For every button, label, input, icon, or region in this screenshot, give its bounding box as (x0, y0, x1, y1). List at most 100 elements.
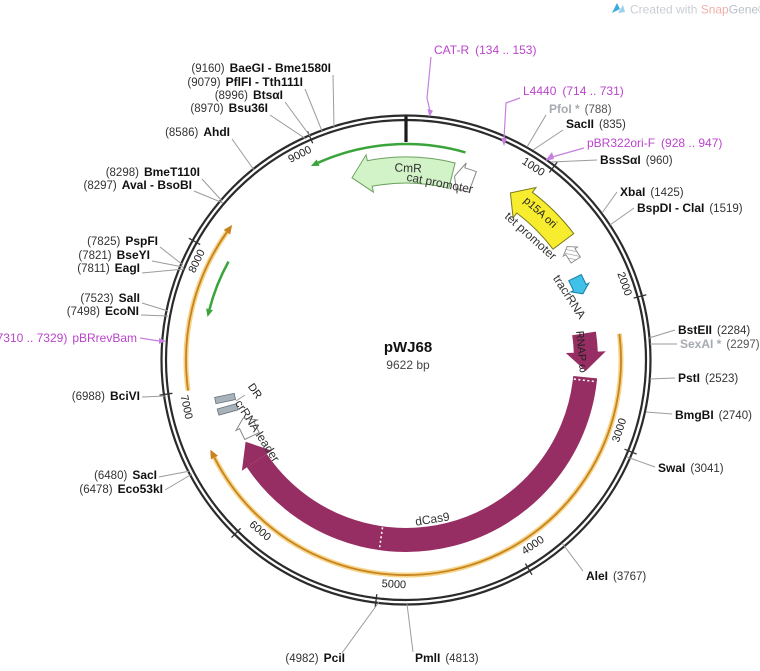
primer-name: pBRrevBam (72, 331, 137, 345)
feature-separators (378, 378, 596, 550)
enzyme-name: BciVI (110, 389, 140, 403)
site-value: (4982) (285, 653, 318, 665)
enzyme-label-pspfi: (7825) PspFI (87, 234, 184, 266)
svg-text:(8298)BmeT110I: (8298) BmeT110I (106, 165, 200, 179)
svg-text:(7523)SalI: (7523) SalI (80, 291, 140, 305)
enzyme-name: AvaI - BsoBI (122, 178, 192, 192)
plasmid-name: pWJ68 (384, 339, 432, 356)
enzyme-name: PstI (678, 371, 700, 385)
svg-text:(7498)EcoNI: (7498) EcoNI (67, 304, 139, 318)
svg-text:PmlI(4813): PmlI (4813) (415, 651, 479, 665)
tick-label-7000: 7000 (178, 394, 195, 420)
enzyme-label-bsssai: BssSαI (960) (550, 153, 673, 167)
svg-text:(9160)BaeGI - Bme1580I: (9160) BaeGI - Bme1580I (191, 61, 331, 75)
dcas9-band (246, 376, 598, 552)
enzyme-label-swai: SwaI (3041) (626, 456, 724, 475)
primer-arrowhead (501, 138, 507, 146)
site-value: (8996) (215, 90, 248, 102)
site-value: (7523) (80, 293, 113, 305)
enzyme-name: SacI (132, 468, 157, 482)
svg-text:pBR322ori-F(928 .. 947): pBR322ori-F (928 .. 947) (587, 136, 722, 150)
enzyme-name: AhdI (203, 125, 230, 139)
site-value: (2523) (705, 373, 738, 385)
site-value: (960) (646, 155, 673, 167)
site-value: (3767) (613, 571, 646, 583)
site-value: (6478) (79, 484, 112, 496)
primer-label-pbr322orif: pBR322ori-F (928 .. 947) (545, 136, 722, 161)
enzyme-name: SexAI * (680, 337, 722, 351)
site-value: (7811) (77, 263, 110, 275)
enzyme-label-alei: AleI (3767) (561, 542, 646, 583)
tet-promoter-arrow (562, 246, 582, 264)
site-value: (8970) (190, 103, 223, 115)
site-value: (1425) (650, 187, 683, 199)
primer-label-catr: CAT-R (134 .. 153) (426, 43, 536, 117)
enzyme-label-bcivi: (6988) BciVI (72, 389, 167, 403)
enzyme-name: BmeT110I (144, 165, 200, 179)
enzyme-label-econi: (7498) EcoNI (67, 304, 169, 318)
svg-text:SwaI(3041): SwaI (3041) (658, 461, 724, 475)
site-value: (3041) (690, 463, 723, 475)
svg-text:(7310 .. 7329)pBRrevBam: (7310 .. 7329) pBRrevBam (0, 331, 137, 345)
svg-text:BspDI - ClaI(1519): BspDI - ClaI (1519) (637, 201, 743, 215)
site-value: (6988) (72, 391, 105, 403)
svg-text:BmgBI(2740): BmgBI (2740) (675, 408, 752, 422)
enzyme-name: PciI (324, 651, 345, 665)
enzyme-label-sexai: SexAI * (2297) (650, 337, 760, 351)
primer-name: CAT-R (434, 43, 469, 57)
enzyme-label-bseyi: (7821) BseYI (78, 248, 184, 268)
rnap-omega-label: RNAP ω (573, 330, 589, 373)
enzyme-label-bmgbi: BmgBI (2740) (645, 408, 752, 422)
enzyme-name: BaeGI - Bme1580I (230, 61, 331, 75)
enzyme-label-sacii: SacII (835) (532, 117, 626, 151)
orf-arrow-green-left (206, 260, 230, 317)
svg-text:(6988)BciVI: (6988) BciVI (72, 389, 140, 403)
enzyme-label-psti: PstI (2523) (649, 371, 738, 385)
backbone-outer-ring (160, 114, 652, 606)
enzyme-name: PmlI (415, 651, 440, 665)
site-value: (7825) (87, 236, 120, 248)
enzyme-label-eagi: (7811) EagI (77, 261, 185, 275)
site-value: (788) (585, 104, 612, 116)
enzyme-name: SwaI (658, 461, 685, 475)
dcas9-label: dCas9 (414, 509, 451, 528)
svg-text:(8297)AvaI - BsoBI: (8297) AvaI - BsoBI (84, 178, 193, 192)
svg-text:(8970)Bsu36I: (8970) Bsu36I (190, 101, 268, 115)
svg-text:BssSαI(960): BssSαI (960) (600, 153, 673, 167)
enzyme-name: BtsαI (253, 88, 283, 102)
enzyme-name: SacII (566, 117, 594, 131)
primer-label-pbrrevbam: (7310 .. 7329) pBRrevBam (0, 331, 166, 345)
enzyme-label-bspdi: BspDI - ClaI (1519) (609, 201, 743, 226)
enzyme-label-eco53ki: (6478) Eco53kI (79, 473, 193, 496)
orf-arc-orange-dcas9 (210, 333, 624, 578)
enzyme-label-baegi: (9160) BaeGI - Bme1580I (191, 61, 335, 128)
svg-text:PfoI *(788): PfoI * (788) (549, 102, 612, 116)
enzyme-label-btsai: (8996) BtsαI (215, 88, 311, 137)
svg-text:Created with SnapGene®: Created with SnapGene® (630, 3, 760, 17)
site-value: (1519) (709, 203, 742, 215)
primer-range: (7310 .. 7329) (0, 331, 67, 345)
enzyme-label-pflfi: (9079) PflFI - Tth111I (187, 75, 323, 132)
enzyme-name: BmgBI (675, 408, 714, 422)
svg-text:(6480)SacI: (6480) SacI (94, 468, 157, 482)
site-value: (6480) (94, 470, 127, 482)
rnap-omega-arrow (565, 331, 606, 371)
orf-arc-orange-left (183, 224, 233, 391)
cat-promoter-arrow (453, 162, 478, 194)
enzyme-name: Bsu36I (229, 101, 268, 115)
enzyme-name: BstEII (678, 323, 712, 337)
primer-arrowhead (427, 109, 433, 117)
svg-text:BstEII(2284): BstEII (2284) (678, 323, 750, 337)
enzyme-label-pfoi: PfoI * (788) (526, 102, 612, 148)
watermark-prefix: Created with (630, 3, 701, 17)
enzyme-label-bmet110i: (8298) BmeT110I (106, 165, 223, 202)
enzyme-label-bstei: BstEII (2284) (648, 323, 750, 339)
enzyme-label-saci: (6480) SacI (94, 468, 191, 482)
svg-text:(9079)PflFI - Tth111I: (9079) PflFI - Tth111I (187, 75, 303, 89)
dr-repeat-bars (214, 392, 239, 416)
site-value: (2740) (719, 410, 752, 422)
site-value: (8297) (84, 180, 117, 192)
svg-text:(7825)PspFI: (7825) PspFI (87, 234, 158, 248)
